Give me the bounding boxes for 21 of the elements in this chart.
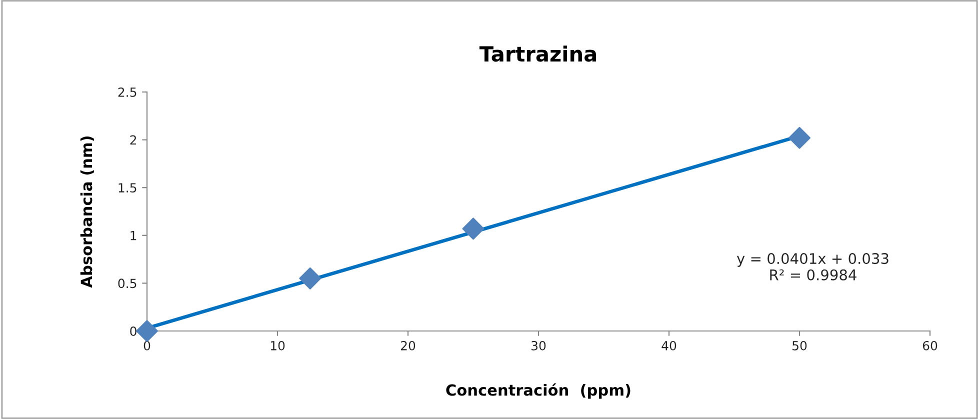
- point: [462, 218, 484, 240]
- x-tick-label: 10: [270, 340, 285, 350]
- x-tick-label: 50: [792, 340, 807, 350]
- chart-title: Tartrazina: [479, 46, 596, 62]
- y-axis-title: Absorbancia (nm): [80, 136, 94, 288]
- x-tick-label: 20: [400, 340, 416, 350]
- point: [788, 126, 810, 149]
- x-tick-label: 60: [922, 340, 938, 350]
- y-tick-label: 2.5: [118, 87, 136, 97]
- point: [136, 320, 158, 342]
- x-tick-label: 30: [532, 340, 546, 350]
- y-tick-label: 1: [130, 231, 136, 240]
- y-tick-label: 1.5: [118, 183, 136, 193]
- x-tick-label: 40: [662, 340, 676, 350]
- x-axis-title: Concentración (ppm): [446, 383, 630, 399]
- x-tick-label: 0: [144, 340, 150, 350]
- y-tick-label: 0.5: [118, 278, 136, 288]
- y-tick-label: 2: [130, 135, 136, 145]
- y-tick-label: 0: [130, 326, 136, 336]
- point: [299, 267, 322, 290]
- annotation: y = 0.0401x + 0.033 R² = 0.9984: [736, 253, 888, 280]
